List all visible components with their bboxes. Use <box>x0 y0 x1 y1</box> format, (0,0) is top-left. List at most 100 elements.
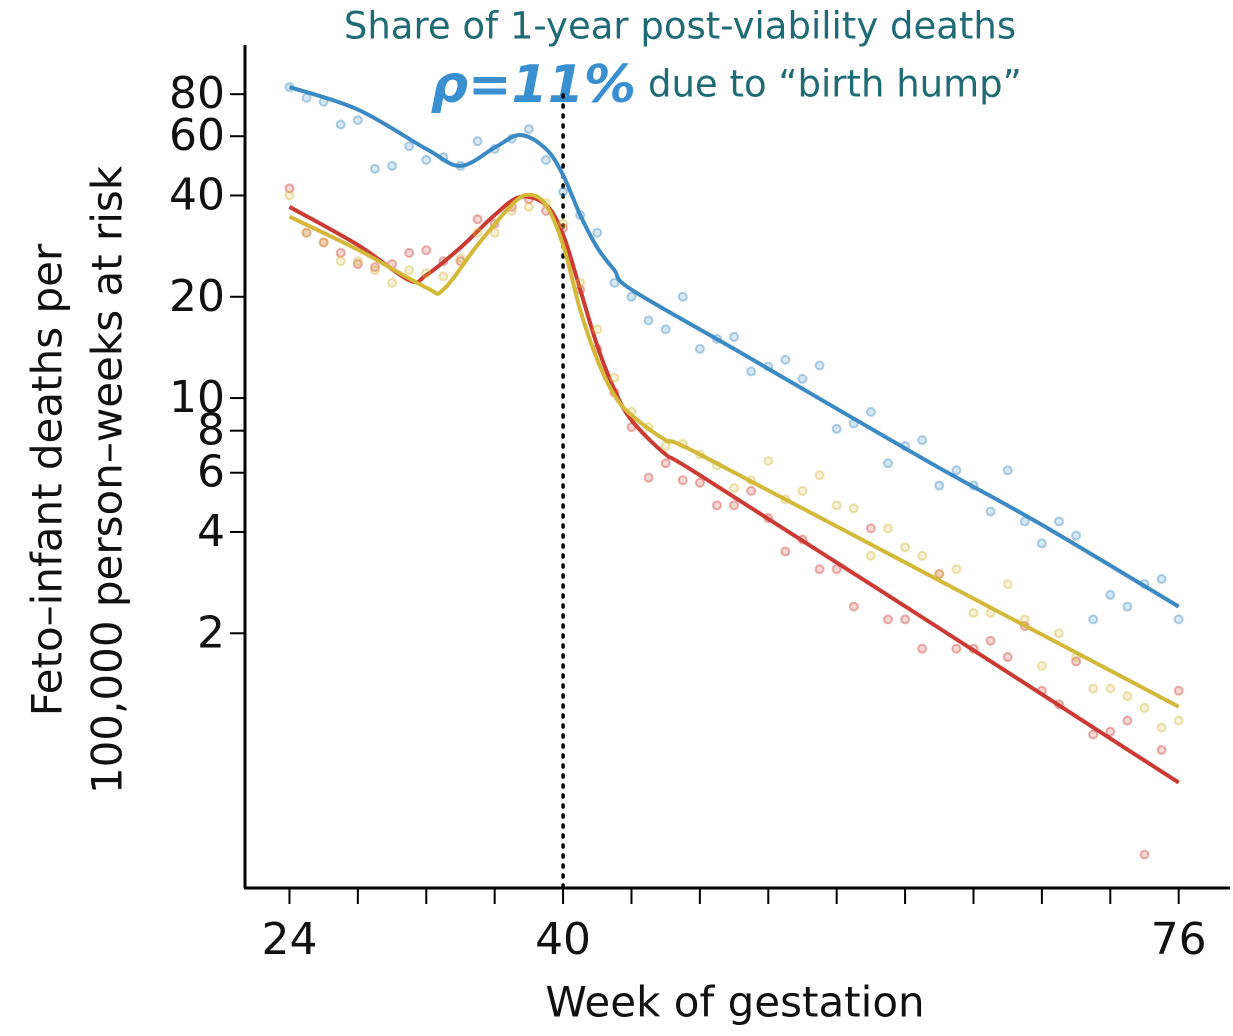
x-tick-label: 24 <box>261 914 317 965</box>
data-point <box>797 373 808 384</box>
data-point <box>968 607 979 618</box>
data-point <box>301 227 312 238</box>
data-point <box>369 262 380 273</box>
data-point <box>934 569 945 580</box>
data-point <box>882 614 893 625</box>
data-point <box>472 214 483 225</box>
data-point <box>301 227 312 238</box>
data-point <box>763 456 774 467</box>
data-point <box>951 564 962 575</box>
data-point <box>472 136 483 147</box>
data-point <box>1156 744 1167 755</box>
data-point <box>489 227 500 238</box>
data-point <box>814 470 825 481</box>
data-point <box>1105 726 1116 737</box>
data-point <box>352 259 363 270</box>
data-point <box>882 523 893 534</box>
data-point <box>335 119 346 130</box>
data-point <box>404 247 415 258</box>
data-point <box>985 506 996 517</box>
data-point <box>1105 683 1116 694</box>
data-point <box>369 163 380 174</box>
data-point <box>1088 729 1099 740</box>
data-point <box>1122 715 1133 726</box>
data-point <box>729 483 740 494</box>
y-tick-label: 60 <box>169 110 225 161</box>
data-point <box>335 247 346 258</box>
data-point <box>1071 530 1082 541</box>
data-point <box>1053 516 1064 527</box>
data-point <box>865 523 876 534</box>
data-point <box>917 550 928 561</box>
data-point <box>421 268 432 279</box>
data-point <box>677 291 688 302</box>
data-point <box>780 546 791 557</box>
data-point <box>1088 614 1099 625</box>
data-point <box>660 324 671 335</box>
data-point <box>780 354 791 365</box>
data-point <box>746 485 757 496</box>
data-point <box>1173 614 1184 625</box>
y-tick-label: 80 <box>169 68 225 119</box>
data-point <box>523 124 534 135</box>
data-point <box>814 360 825 371</box>
y-tick-label: 2 <box>197 607 225 658</box>
trend-line <box>288 194 1180 785</box>
data-point <box>1156 573 1167 584</box>
data-point <box>711 500 722 511</box>
data-point <box>1036 538 1047 549</box>
y-axis-label: Feto–infant deaths per <box>23 243 72 716</box>
data-point <box>643 472 654 483</box>
data-point <box>1139 702 1150 713</box>
data-point <box>729 500 740 511</box>
data-point <box>643 315 654 326</box>
data-point <box>1002 465 1013 476</box>
chart-title: Share of 1-year post-viability deaths <box>344 5 1016 48</box>
data-point <box>421 154 432 165</box>
data-point <box>455 253 466 264</box>
y-tick-label: 4 <box>197 506 225 557</box>
x-tick-label: 40 <box>535 914 591 965</box>
data-point <box>575 277 586 288</box>
y-tick-label: 20 <box>169 271 225 322</box>
x-tick-label: 76 <box>1151 914 1207 965</box>
data-point <box>1002 579 1013 590</box>
y-tick-label: 6 <box>197 447 225 498</box>
data-point <box>558 186 569 197</box>
data-point <box>814 564 825 575</box>
data-point <box>387 277 398 288</box>
data-point <box>729 331 740 342</box>
data-point <box>1105 589 1116 600</box>
data-point <box>1002 652 1013 663</box>
data-point <box>934 569 945 580</box>
data-point <box>387 160 398 171</box>
data-point <box>1088 683 1099 694</box>
data-point <box>352 115 363 126</box>
data-point <box>438 271 449 282</box>
data-point <box>609 372 620 383</box>
data-point <box>865 406 876 417</box>
data-point <box>1156 722 1167 733</box>
trend-line <box>288 192 1180 709</box>
data-point <box>1173 685 1184 696</box>
data-point <box>592 324 603 335</box>
trend-line <box>288 85 1180 609</box>
data-point <box>1036 660 1047 671</box>
data-point <box>626 291 637 302</box>
data-point <box>284 190 295 201</box>
data-point <box>934 480 945 491</box>
data-point <box>831 500 842 511</box>
data-point <box>951 643 962 654</box>
data-point <box>1019 516 1030 527</box>
data-point <box>352 256 363 267</box>
data-point <box>848 601 859 612</box>
data-point <box>558 218 569 229</box>
data-point <box>694 477 705 488</box>
data-point <box>900 542 911 553</box>
data-point <box>318 237 329 248</box>
y-tick-label: 8 <box>197 405 225 456</box>
annotation-text: due to “birth hump” <box>648 63 1022 106</box>
data-point <box>592 227 603 238</box>
y-tick-label: 40 <box>169 169 225 220</box>
